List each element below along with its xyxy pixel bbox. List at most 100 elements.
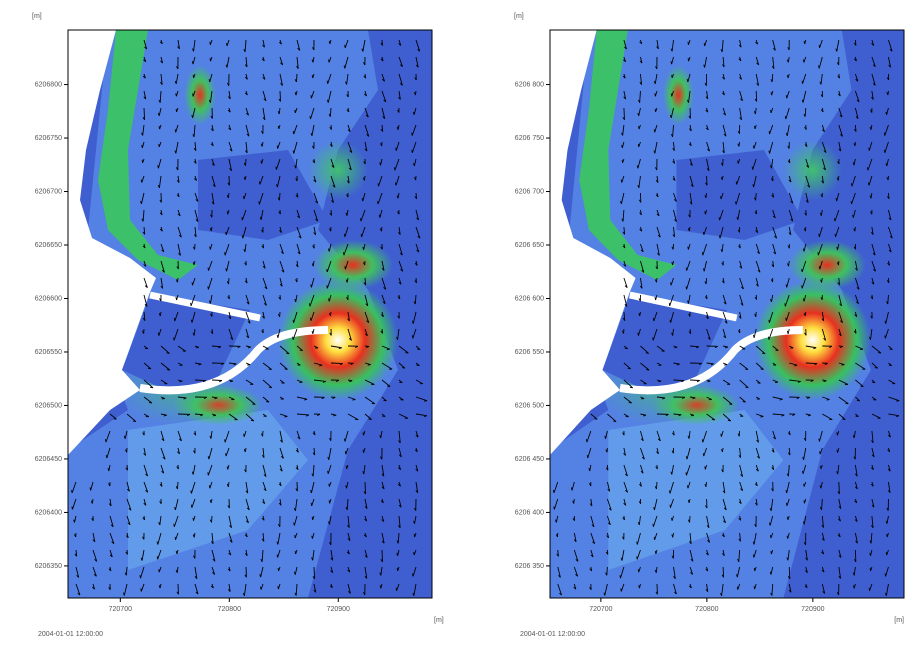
vector-arrow bbox=[842, 419, 845, 420]
vector-arrow bbox=[382, 416, 385, 417]
vector-arrow bbox=[312, 75, 313, 78]
vector-arrow bbox=[210, 247, 211, 250]
vector-arrow bbox=[412, 335, 413, 338]
vector-arrow bbox=[328, 471, 329, 474]
plot-area bbox=[550, 30, 904, 598]
y-tick-label: 6206700 bbox=[35, 188, 62, 195]
vector-arrow bbox=[285, 369, 288, 370]
vector-arrow bbox=[192, 282, 193, 285]
vector-arrow bbox=[756, 193, 757, 200]
vector-arrow bbox=[225, 439, 226, 442]
vector-arrow bbox=[412, 573, 413, 576]
y-tick-label: 6206 550 bbox=[515, 349, 544, 356]
vector-arrow bbox=[344, 234, 345, 237]
vector-arrow bbox=[745, 387, 748, 388]
vector-arrow bbox=[311, 503, 312, 506]
vector-arrow bbox=[329, 500, 330, 503]
vector-arrow bbox=[736, 201, 737, 204]
vector-arrow bbox=[72, 506, 73, 509]
vector-arrow bbox=[387, 386, 390, 387]
vector-arrow bbox=[293, 320, 294, 323]
vector-arrow bbox=[399, 382, 402, 383]
vector-arrow bbox=[310, 116, 311, 119]
x-axis-unit: [m] bbox=[894, 617, 904, 624]
vector-arrow bbox=[729, 404, 732, 405]
vector-arrow bbox=[244, 434, 245, 437]
vector-arrow bbox=[175, 129, 176, 132]
vector-arrow bbox=[674, 414, 682, 415]
vector-arrow bbox=[243, 196, 244, 199]
y-tick-label: 6206 350 bbox=[515, 563, 544, 570]
vector-arrow bbox=[133, 421, 136, 422]
y-axis-unit: [m] bbox=[32, 13, 42, 20]
vector-arrow bbox=[787, 75, 788, 78]
y-tick-label: 6206350 bbox=[35, 563, 62, 570]
vector-arrow bbox=[839, 482, 840, 494]
vector-arrow bbox=[754, 586, 755, 589]
vector-arrow bbox=[395, 182, 396, 185]
vector-arrow bbox=[594, 419, 597, 420]
vector-arrow bbox=[772, 74, 773, 82]
vector-arrow bbox=[860, 386, 863, 387]
timestamp: 2004-01-01 12:00:00 bbox=[520, 631, 585, 638]
vector-arrow bbox=[251, 420, 254, 421]
vector-arrow bbox=[646, 353, 649, 354]
vector-arrow bbox=[655, 93, 656, 96]
vector-arrow bbox=[227, 43, 228, 46]
vector-arrow bbox=[174, 337, 175, 340]
vector-arrow bbox=[728, 420, 731, 421]
vector-arrow bbox=[761, 369, 764, 370]
vector-arrow bbox=[424, 401, 427, 402]
y-tick-label: 6206750 bbox=[35, 135, 62, 142]
vector-arrow bbox=[885, 573, 886, 576]
vector-arrow bbox=[361, 234, 362, 237]
vector-arrow bbox=[819, 234, 820, 237]
vector-arrow bbox=[378, 183, 379, 186]
vector-arrow bbox=[620, 575, 621, 578]
vector-arrow bbox=[857, 400, 860, 401]
x-tick-label: 720800 bbox=[218, 606, 241, 613]
vector-arrow bbox=[686, 286, 687, 289]
vector-arrow bbox=[345, 266, 346, 269]
y-tick-label: 6206550 bbox=[35, 349, 62, 356]
vector-arrow bbox=[196, 347, 199, 348]
vector-arrow bbox=[195, 380, 206, 381]
vector-arrow bbox=[760, 416, 763, 417]
x-tick-label: 720700 bbox=[109, 606, 132, 613]
vector-arrow bbox=[280, 91, 281, 102]
vector-arrow bbox=[295, 110, 296, 113]
vector-arrow bbox=[607, 567, 608, 575]
plot-area bbox=[68, 30, 432, 598]
vector-arrow bbox=[278, 586, 279, 589]
vector-arrow bbox=[769, 320, 770, 323]
vector-arrow bbox=[819, 266, 820, 269]
vector-arrow bbox=[209, 485, 210, 488]
vector-arrow bbox=[587, 455, 588, 458]
vector-arrow bbox=[624, 108, 625, 120]
vector-arrow bbox=[277, 555, 278, 558]
vector-arrow bbox=[310, 318, 311, 321]
vector-arrow bbox=[314, 567, 315, 579]
vector-arrow bbox=[875, 368, 878, 369]
y-tick-label: 6206 400 bbox=[515, 509, 544, 516]
vector-arrow bbox=[690, 380, 700, 381]
vector-arrow bbox=[195, 414, 203, 415]
vector-arrow bbox=[295, 551, 296, 554]
vector-arrow bbox=[331, 363, 343, 364]
vector-arrow bbox=[671, 518, 672, 521]
x-tick-label: 720900 bbox=[327, 606, 350, 613]
vector-arrow bbox=[106, 455, 107, 458]
vector-arrow bbox=[789, 567, 790, 579]
vector-arrow bbox=[753, 555, 754, 558]
vector-arrow bbox=[417, 349, 420, 350]
vector-arrow bbox=[300, 350, 303, 351]
vector-arrow bbox=[762, 353, 765, 354]
y-tick-label: 6206600 bbox=[35, 295, 62, 302]
vector-arrow bbox=[721, 434, 722, 437]
vector-arrow bbox=[266, 402, 269, 403]
vector-arrow bbox=[414, 534, 415, 537]
vector-arrow bbox=[738, 161, 739, 164]
vector-arrow bbox=[158, 333, 159, 336]
vector-arrow bbox=[628, 368, 631, 369]
vector-arrow bbox=[656, 482, 657, 489]
